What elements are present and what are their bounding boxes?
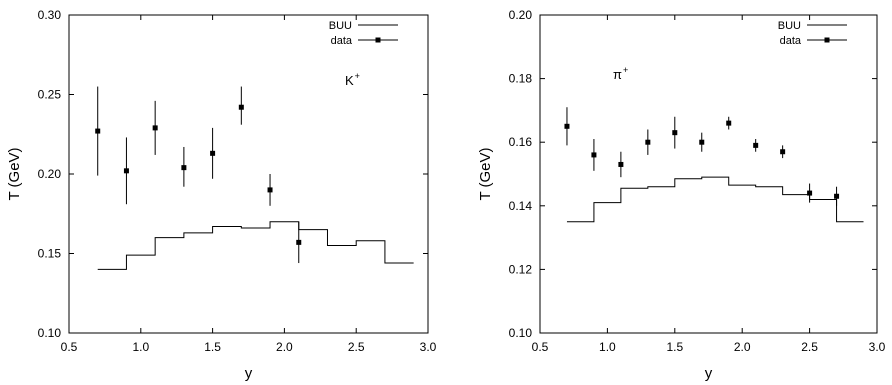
legend-swatch-data-marker <box>824 37 830 43</box>
data-point <box>123 168 129 174</box>
legend-label-data: data <box>780 35 802 47</box>
legend-label-data: data <box>331 35 353 47</box>
x-tick-label: 0.5 <box>532 340 549 354</box>
x-tick-label: 2.5 <box>348 340 365 354</box>
legend: BUU data <box>778 20 847 47</box>
data-point <box>672 130 678 136</box>
data-point <box>699 139 705 145</box>
y-tick-label: 0.16 <box>509 135 533 149</box>
x-tick-label: 2.0 <box>734 340 751 354</box>
series-buu-line <box>566 176 864 223</box>
y-tick-label: 0.14 <box>509 199 533 213</box>
y-tick-label: 0.10 <box>509 326 533 340</box>
data-point <box>753 142 759 148</box>
x-axis-label: y <box>705 365 713 382</box>
x-tick-label: 1.5 <box>204 340 221 354</box>
legend-swatch-data-marker <box>375 37 381 43</box>
legend-label-buu: BUU <box>778 20 801 32</box>
y-tick-label: 0.18 <box>509 72 533 86</box>
x-tick-label: 3.0 <box>420 340 437 354</box>
data-point <box>95 128 101 134</box>
y-tick-label: 0.15 <box>38 247 62 261</box>
data-point <box>564 123 570 129</box>
series-buu-line <box>97 221 414 270</box>
plot-frame <box>539 14 878 334</box>
chart-panel-pion: 0.5 1.0 1.5 2.0 2.5 3.0 0.10 0.12 0.14 0.16 0.18 0.… <box>477 8 886 382</box>
data-point <box>645 139 651 145</box>
data-point <box>181 165 187 171</box>
chart-panel-kaon: 0.5 1.0 1.5 2.0 2.5 3.0 0.10 0.15 0.20 0.25 0.30 y T… <box>6 8 437 382</box>
y-tick-label: 0.12 <box>509 262 533 276</box>
legend-label-buu: BUU <box>329 20 352 32</box>
y-tick-label: 0.20 <box>38 167 62 181</box>
data-point <box>834 193 840 199</box>
x-tick-label: 1.0 <box>599 340 616 354</box>
x-axis-label: y <box>245 365 253 382</box>
particle-annotation-sup: + <box>355 71 360 81</box>
y-tick-label: 0.30 <box>38 8 62 22</box>
data-point <box>591 152 597 158</box>
particle-annotation-pion: π <box>613 67 622 82</box>
x-tick-label: 1.0 <box>132 340 149 354</box>
data-point <box>296 239 302 245</box>
x-tick-label: 3.0 <box>869 340 886 354</box>
y-axis-label: T (GeV) <box>6 147 23 200</box>
x-tick-label: 1.5 <box>666 340 683 354</box>
data-point <box>152 125 158 131</box>
y-tick-label: 0.10 <box>38 326 62 340</box>
x-tick-label: 2.5 <box>801 340 818 354</box>
data-point <box>780 149 786 155</box>
particle-annotation-sup: + <box>623 65 628 75</box>
data-point <box>238 104 244 110</box>
particle-annotation-kaon: K <box>345 73 354 88</box>
y-tick-label: 0.20 <box>509 8 533 22</box>
legend: BUU data <box>329 20 398 47</box>
x-tick-label: 2.0 <box>276 340 293 354</box>
plot-frame <box>68 14 429 334</box>
x-tick-label: 0.5 <box>61 340 78 354</box>
data-point <box>210 150 216 156</box>
data-point <box>726 120 732 126</box>
y-axis-label: T (GeV) <box>477 147 494 200</box>
data-point <box>267 187 273 193</box>
y-tick-label: 0.25 <box>38 88 62 102</box>
data-point <box>807 190 813 196</box>
data-point <box>618 161 624 167</box>
